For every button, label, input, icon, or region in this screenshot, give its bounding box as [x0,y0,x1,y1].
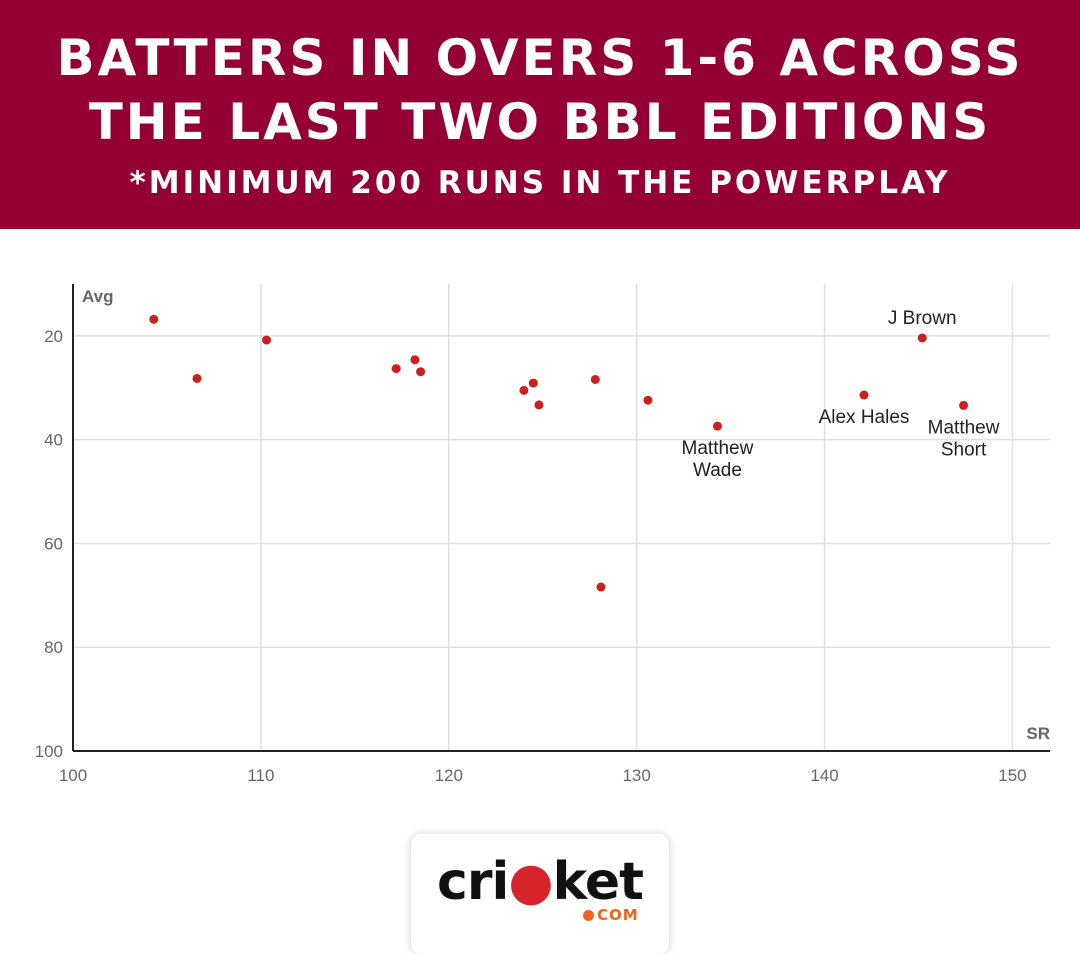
y-tick-label: 80 [44,638,63,657]
scatter-point [519,385,529,395]
grid [73,284,1050,751]
x-tick-label: 140 [810,766,838,785]
scatter-point [959,400,969,410]
chart-title-line-1: BATTERS IN OVERS 1-6 ACROSS [56,29,1024,87]
scatter-point [528,378,538,388]
scatter-point [391,364,401,374]
logo-word-right: ket [552,852,644,912]
scatter-point [410,355,420,365]
chart-subtitle: *MINIMUM 200 RUNS IN THE POWERPLAY [129,165,951,201]
x-tick-label: 150 [998,766,1026,785]
scatter-point [859,390,869,400]
logo-suffix: COM [583,906,639,924]
point-labels: Matthew Wade Alex Hales J Brown Matthew Short [682,308,1000,481]
scatter-point [917,333,927,343]
cricket-ball-icon: ● [508,852,553,912]
data-points [149,314,969,592]
x-tick-label: 120 [435,766,463,785]
point-label: J Brown [888,308,957,329]
point-label: Matthew Short [928,417,1000,460]
header-banner: BATTERS IN OVERS 1-6 ACROSS THE LAST TWO… [0,0,1080,229]
scatter-point [416,367,426,377]
logo-word-left: cri [437,852,509,912]
scatter-point [192,373,202,383]
y-tick-label: 40 [44,431,63,450]
x-tick-label: 100 [59,766,87,785]
x-tick-label: 130 [622,766,650,785]
axes: 100 110 120 130 140 150 20 40 60 80 100 Avg SR [35,284,1050,785]
chart-title-line-2: THE LAST TWO BBL EDITIONS [88,93,992,151]
logo-wordmark: cri●ket [431,852,649,912]
y-tick-label: 100 [35,742,63,761]
scatter-point [590,374,600,384]
scatter-point [149,314,159,324]
scatter-point [534,400,544,410]
point-label: Alex Hales [819,407,910,428]
y-axis-title: Avg [82,287,114,306]
x-axis-title: SR [1026,724,1050,743]
scatter-chart: 100 110 120 130 140 150 20 40 60 80 100 Avg SR Matth… [35,284,1050,785]
cricket-com-logo: cri●ket COM [411,834,669,954]
dot-icon [583,910,594,921]
y-tick-label: 20 [44,327,63,346]
y-tick-label: 60 [44,534,63,553]
logo-suffix-text: COM [597,906,639,924]
x-tick-label: 110 [247,766,274,785]
scatter-point [596,582,606,592]
scatter-point [643,395,653,405]
scatter-point [262,335,272,345]
scatter-point [712,421,722,431]
point-label: Matthew Wade [682,438,754,481]
